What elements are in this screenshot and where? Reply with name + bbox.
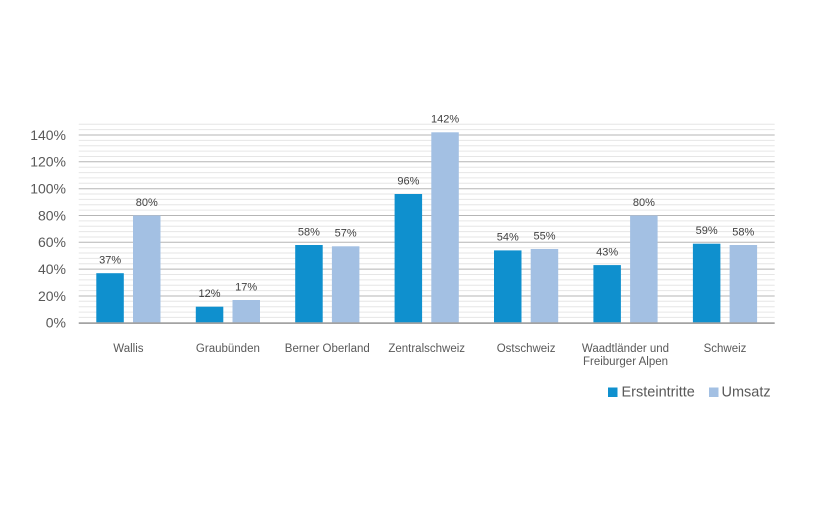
svg-text:0%: 0%: [46, 315, 66, 331]
svg-text:142%: 142%: [431, 114, 459, 126]
svg-text:55%: 55%: [533, 230, 555, 242]
svg-text:Graubünden: Graubünden: [196, 343, 260, 355]
svg-text:20%: 20%: [38, 288, 66, 304]
svg-text:80%: 80%: [38, 207, 66, 223]
svg-text:Ersteintritte: Ersteintritte: [622, 385, 695, 401]
svg-text:120%: 120%: [30, 154, 66, 170]
svg-text:Umsatz: Umsatz: [722, 385, 771, 401]
svg-text:Waadtländer und: Waadtländer und: [582, 343, 669, 355]
svg-text:60%: 60%: [38, 234, 66, 250]
svg-text:43%: 43%: [596, 246, 618, 258]
svg-text:100%: 100%: [30, 181, 66, 197]
svg-text:Wallis: Wallis: [113, 343, 143, 355]
svg-text:Zentralschweiz: Zentralschweiz: [388, 343, 465, 355]
svg-text:37%: 37%: [99, 255, 121, 267]
svg-text:17%: 17%: [235, 281, 257, 293]
svg-text:40%: 40%: [38, 261, 66, 277]
svg-text:59%: 59%: [696, 225, 718, 237]
svg-text:80%: 80%: [136, 197, 158, 209]
svg-text:96%: 96%: [397, 175, 419, 187]
svg-text:Ostschweiz: Ostschweiz: [497, 343, 556, 355]
svg-text:57%: 57%: [335, 228, 357, 240]
svg-text:Schweiz: Schweiz: [704, 343, 747, 355]
svg-text:80%: 80%: [633, 197, 655, 209]
svg-text:58%: 58%: [732, 226, 754, 238]
svg-text:54%: 54%: [497, 232, 519, 244]
svg-text:58%: 58%: [298, 226, 320, 238]
svg-text:12%: 12%: [198, 288, 220, 300]
svg-text:Freiburger Alpen: Freiburger Alpen: [583, 356, 668, 368]
svg-text:Berner Oberland: Berner Oberland: [285, 343, 370, 355]
svg-text:140%: 140%: [30, 127, 66, 143]
